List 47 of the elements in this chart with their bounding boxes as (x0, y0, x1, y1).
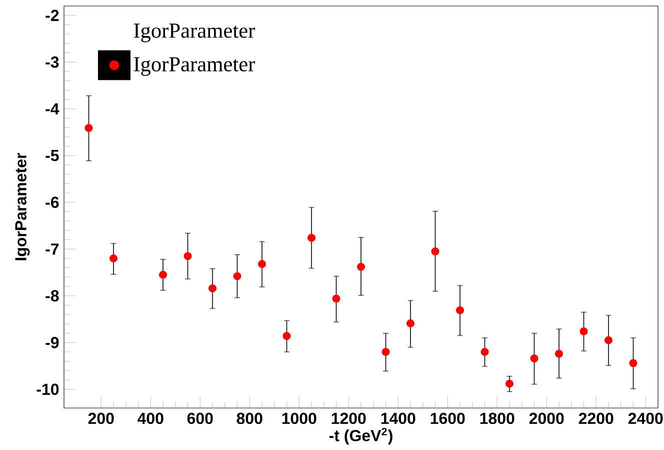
x-tick-label: 1600 (430, 412, 465, 424)
point (456, 306, 464, 314)
x-tick-label: 1800 (480, 412, 514, 424)
point (629, 359, 638, 368)
point (580, 327, 588, 336)
y-tick-label: -8 (46, 290, 59, 302)
y-tick-label: -7 (46, 244, 59, 255)
point (233, 272, 242, 280)
point (555, 350, 564, 358)
legend-title: IgorParameter (134, 24, 256, 42)
point (258, 260, 266, 268)
x-tick-label: 1200 (332, 412, 366, 424)
x-axis-title: -t (GeV$^{2}$) (329, 428, 392, 444)
x-tick-label: 2000 (529, 412, 564, 424)
y-axis-title: IgorParameter (15, 153, 30, 260)
legend-label: IgorParameter (134, 57, 256, 76)
point (184, 252, 192, 260)
point (208, 284, 217, 292)
point (506, 380, 514, 388)
y-tick-label: -3 (46, 56, 59, 68)
y-tick-label: -5 (46, 150, 59, 162)
point (308, 234, 316, 242)
point (158, 270, 167, 279)
y-tick-label: -10 (36, 384, 59, 395)
y-tick-label: -2 (46, 10, 59, 21)
x-tick-label: 2400 (628, 412, 663, 424)
x-tick-label: 2200 (578, 412, 614, 424)
point (530, 354, 538, 362)
x-tick-label: 400 (138, 412, 164, 424)
point (356, 262, 366, 271)
y-tick-label: -6 (46, 196, 59, 208)
point (282, 332, 291, 340)
point (406, 319, 415, 328)
point (332, 294, 340, 303)
point (431, 247, 440, 256)
x-tick-label: 800 (236, 412, 262, 424)
y-tick-label: -9 (46, 336, 59, 348)
x-tick-label: 200 (88, 412, 114, 424)
x-tick-label: 600 (187, 412, 213, 424)
x-tick-label: 1400 (381, 412, 416, 424)
x-tick-label: 1000 (282, 412, 316, 424)
point (84, 124, 93, 132)
point (480, 348, 489, 356)
point (109, 254, 118, 262)
point (382, 348, 390, 356)
point (604, 336, 613, 344)
y-tick-label: -4 (46, 103, 60, 114)
